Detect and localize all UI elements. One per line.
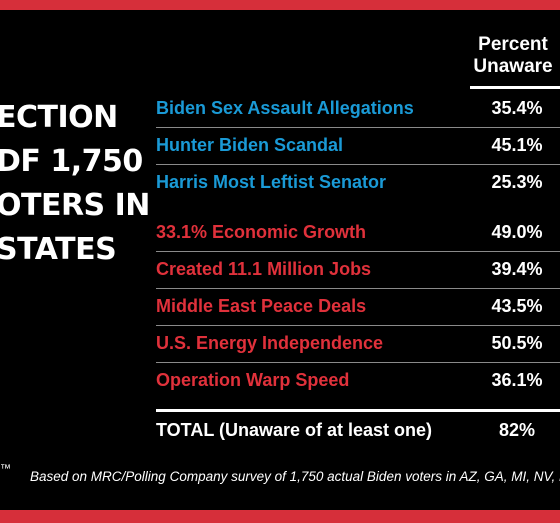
column-header-line-2: Unaware [473, 56, 553, 77]
row-value: 50.5% [491, 333, 543, 353]
total-row: TOTAL (Unaware of at least one) 82% [156, 420, 560, 441]
headline-line: STATES [0, 232, 117, 267]
row-label: Created 11.1 Million Jobs [156, 259, 372, 279]
total-value: 82% [498, 420, 536, 440]
row-label: Harris Most Leftist Senator [156, 172, 387, 192]
row-divider [156, 127, 560, 128]
row-divider [156, 164, 560, 165]
headline-line: ECTION [0, 100, 118, 135]
column-header-line-1: Percent [478, 34, 548, 55]
headline-block: ECTION DF 1,750 OTERS IN STATES [0, 96, 150, 272]
row-divider [156, 362, 560, 363]
row-label: 33.1% Economic Growth [156, 222, 367, 242]
total-rule [156, 409, 560, 412]
row-divider [156, 251, 560, 252]
bottom-red-band [0, 510, 560, 523]
total-label-bold: TOTAL [156, 420, 214, 440]
row-value: 43.5% [491, 296, 543, 316]
row-label: Hunter Biden Scandal [156, 135, 344, 155]
row-label: Biden Sex Assault Allegations [156, 98, 414, 118]
row-value: 39.4% [491, 259, 543, 279]
row-divider [156, 325, 560, 326]
top-red-band [0, 0, 560, 10]
total-label-rest: (Unaware of at least one) [214, 420, 433, 440]
footnote: Based on MRC/Polling Company survey of 1… [30, 469, 560, 484]
column-header: Percent Unaware [470, 34, 556, 78]
row-divider [156, 288, 560, 289]
trademark-mark: ™ [0, 463, 11, 475]
row-label: Middle East Peace Deals [156, 296, 367, 316]
column-header-rule [470, 86, 560, 89]
row-value: 49.0% [491, 222, 543, 242]
headline-line: OTERS IN [0, 188, 150, 223]
row-value: 36.1% [491, 370, 543, 390]
headline-line: DF 1,750 [0, 144, 143, 179]
row-value: 25.3% [491, 172, 543, 192]
row-value: 35.4% [491, 98, 543, 118]
row-label: U.S. Energy Independence [156, 333, 384, 353]
row-value: 45.1% [491, 135, 543, 155]
row-label: Operation Warp Speed [156, 370, 350, 390]
